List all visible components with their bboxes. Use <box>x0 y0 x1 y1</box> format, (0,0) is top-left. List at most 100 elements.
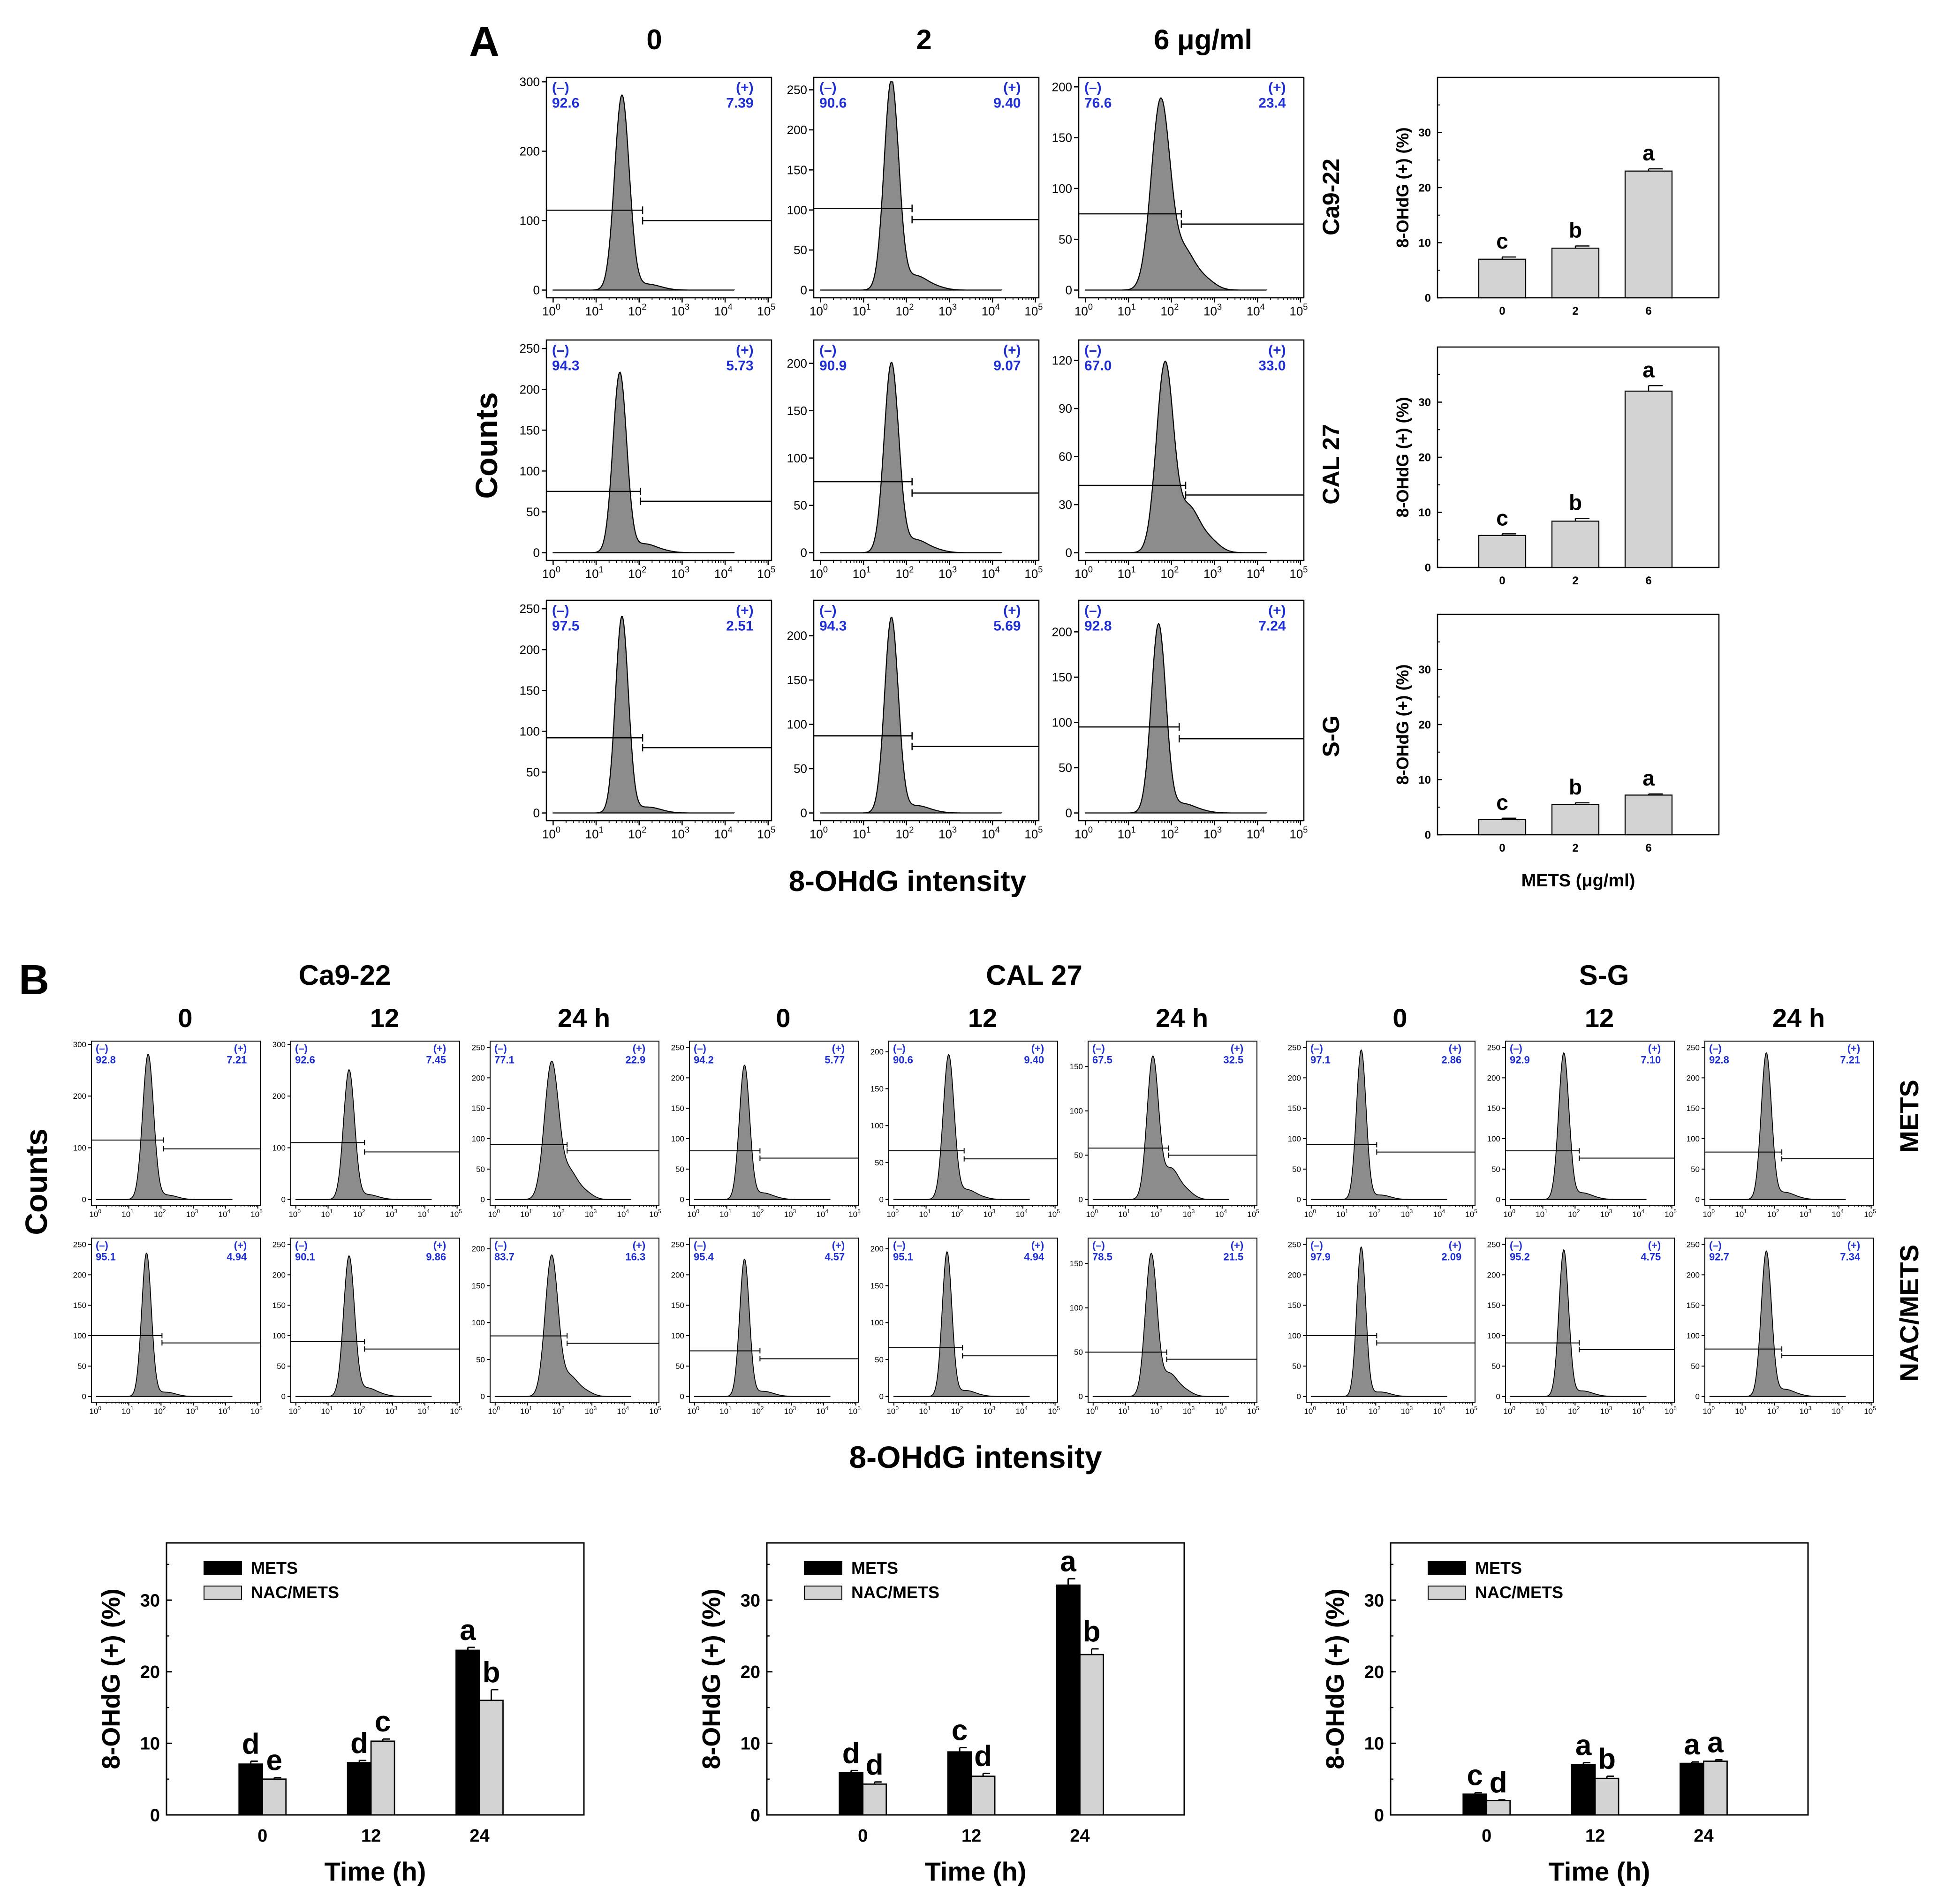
panel-b-r1g2t1-ytick-label: 0 <box>1496 1392 1500 1401</box>
panel-b-r0g1t0-ytick-label: 150 <box>671 1104 684 1113</box>
panel-a-r1c2-xtick-label: 100 <box>1074 565 1093 581</box>
panel-a-r0c0-neg-value: 92.6 <box>552 96 579 111</box>
panel-a-bar-1-xtick-label: 0 <box>1499 574 1505 587</box>
panel-b-r1g2t2-pos-label: (+) <box>1847 1239 1861 1251</box>
panel-b-time-label-g2-t1: 12 <box>1585 1003 1614 1033</box>
panel-a-r2c1-ytick-label: 200 <box>787 629 807 643</box>
panel-a-r1c0-ytick-label: 100 <box>520 464 540 478</box>
panel-a-r1c1-xtick-label: 101 <box>853 565 871 581</box>
panel-b-r1g1t1-xtick-label: 102 <box>951 1405 963 1416</box>
panel-a-r2c0-xtick-label: 100 <box>542 825 560 841</box>
panel-b-bar-2-legend-swatch <box>1428 1561 1466 1575</box>
panel-b-r0g1t1-ytick-label: 200 <box>870 1048 884 1057</box>
panel-a-r0c0-xtick-label: 105 <box>757 302 775 318</box>
panel-a-r0c1-ytick-label: 200 <box>787 123 807 137</box>
panel-a-r2c1-ytick-label: 50 <box>794 762 807 776</box>
panel-a-r1c2-ytick-label: 30 <box>1059 498 1072 512</box>
panel-b-r1g2t0-xtick-label: 103 <box>1401 1405 1413 1416</box>
panel-a-r1c0-ytick-label: 250 <box>520 341 540 355</box>
panel-b-r1g2t0-frame <box>1306 1238 1475 1403</box>
panel-b-r0g2t2-ytick-label: 50 <box>1691 1165 1700 1174</box>
panel-a-r0c2-neg-label: (–) <box>1084 80 1102 96</box>
panel-a-r0c2-ytick-label: 150 <box>1052 131 1072 145</box>
panel-b-r1g2t0-ytick-label: 0 <box>1297 1392 1301 1401</box>
panel-a-r0c0-pos-label: (+) <box>736 80 754 96</box>
panel-a-r0c1-xtick-label: 105 <box>1024 302 1043 318</box>
panel-b-bar-2-xtick-label: 24 <box>1694 1826 1713 1846</box>
panel-b-r0g0t0-histogram-curve <box>96 1054 233 1200</box>
panel-a-r2c1-neg-label: (–) <box>819 603 837 619</box>
panel-b-time-label-g2-t0: 0 <box>1392 1003 1407 1033</box>
panel-b-r0g0t2-xtick-label: 100 <box>488 1208 500 1219</box>
panel-b-r0g0t1-xtick-label: 103 <box>386 1208 398 1219</box>
panel-a-r2c0-ytick-label: 0 <box>533 806 540 820</box>
panel-a-bar-2-xtick-label: 0 <box>1499 842 1505 854</box>
panel-b-time-label-g1-t1: 12 <box>968 1003 997 1033</box>
panel-b-r0g1t1-pos-label: (+) <box>1031 1043 1044 1054</box>
panel-b-r1g1t2-pos-label: (+) <box>1231 1239 1244 1251</box>
panel-b-r0g0t1-ytick-label: 0 <box>281 1195 286 1204</box>
panel-a-bar-2-ytick-label: 0 <box>1425 829 1431 841</box>
panel-b-r0g1t0-pos-label: (+) <box>832 1043 845 1054</box>
panel-a-r1c1-neg-value: 90.9 <box>819 358 847 374</box>
panel-b-r1g0t1-xtick-label: 101 <box>321 1405 333 1416</box>
panel-b-r0g2t0-ytick-label: 0 <box>1297 1195 1301 1204</box>
panel-b-bar-1-xtick-label: 24 <box>1070 1826 1090 1846</box>
panel-b-r1g2t1-histogram-curve <box>1510 1249 1647 1397</box>
panel-b-r0g0t2-neg-value: 77.1 <box>494 1054 515 1065</box>
panel-b-bar-1-legend-swatch <box>804 1561 842 1575</box>
panel-a-bar-1-ytick-label: 10 <box>1418 506 1431 519</box>
panel-a-r2c2-pos-label: (+) <box>1268 603 1286 619</box>
panel-a-r2c1-ytick-label: 0 <box>801 806 807 820</box>
panel-b-r0g0t1-neg-value: 92.6 <box>295 1054 315 1065</box>
panel-b-r0g0t1-ytick-label: 300 <box>272 1040 286 1049</box>
panel-b-bar-0-significance-letter: d <box>350 1727 368 1760</box>
panel-b-r0g2t0-pos-label: (+) <box>1449 1043 1462 1054</box>
panel-b-r0g1t2-pos-value: 32.5 <box>1223 1054 1243 1065</box>
panel-b-r0g0t1-xtick-label: 102 <box>353 1208 365 1219</box>
panel-b-r0g2t2-xtick-label: 103 <box>1800 1208 1812 1219</box>
panel-a-r1c0-xtick-label: 100 <box>542 565 560 581</box>
panel-b-r0g0t0-xtick-label: 105 <box>250 1208 263 1219</box>
panel-b-r1g0t1-ytick-label: 150 <box>272 1301 286 1310</box>
panel-a-r1c0-ytick-label: 50 <box>526 505 540 519</box>
panel-b-r1g0t2-ytick-label: 150 <box>472 1281 485 1290</box>
panel-b-bar-0-bar-nac-mets <box>479 1700 504 1816</box>
panel-a-r0c0-neg-label: (–) <box>552 80 569 96</box>
panel-a-bar-0-y-axis-label: 8-OHdG (+) (%) <box>1393 128 1412 248</box>
panel-b-r1g1t1-histogram-curve <box>893 1251 1030 1397</box>
panel-b-r0g1t1-xtick-label: 105 <box>1048 1208 1060 1219</box>
panel-a-r1c2-xtick-label: 101 <box>1118 565 1136 581</box>
panel-b-r0g2t2-xtick-label: 102 <box>1767 1208 1779 1219</box>
panel-a-col-header-2: 6 μg/ml <box>1154 24 1252 55</box>
panel-a-r1c0-neg-value: 94.3 <box>552 358 579 374</box>
panel-b-r1g1t0-pos-label: (+) <box>832 1239 845 1251</box>
panel-a-r2c2-ytick-label: 50 <box>1059 761 1072 775</box>
panel-a-r1c0-ytick-label: 200 <box>520 382 540 396</box>
panel-b-r0g2t0-histogram-curve <box>1310 1049 1447 1200</box>
panel-a-r2c0-ytick-label: 150 <box>520 683 540 697</box>
panel-b-r0g1t1-pos-value: 9.40 <box>1024 1054 1044 1065</box>
panel-b-bar-1-ytick-label: 0 <box>750 1806 760 1825</box>
panel-a-r0c1-ytick-label: 50 <box>794 243 807 257</box>
panel-b-r0g2t1-ytick-label: 0 <box>1496 1195 1500 1204</box>
panel-a-r0c1-ytick-label: 150 <box>787 163 807 177</box>
panel-b-bar-1-ytick-label: 30 <box>741 1591 760 1610</box>
panel-b-r0g2t1-xtick-label: 103 <box>1600 1208 1612 1219</box>
panel-b-r1g0t1-xtick-label: 102 <box>353 1405 365 1416</box>
panel-b-r1g1t0-xtick-label: 100 <box>687 1405 699 1416</box>
panel-a-bar-0-xtick-label: 2 <box>1572 305 1578 317</box>
panel-a-r1c1-ytick-label: 50 <box>794 499 807 513</box>
panel-a-r1c2-histogram-curve <box>1085 360 1267 553</box>
panel-b-r0g0t1-xtick-label: 101 <box>321 1208 333 1219</box>
panel-a-r1c1-ytick-label: 150 <box>787 404 807 418</box>
panel-b-r1g1t2-ytick-label: 0 <box>1079 1392 1083 1401</box>
panel-b-bar-0-significance-letter: a <box>460 1614 476 1647</box>
panel-b-r0g1t0-xtick-label: 100 <box>687 1208 699 1219</box>
panel-b-r0g0t2-xtick-label: 103 <box>585 1208 597 1219</box>
panel-b-r0g2t1-pos-label: (+) <box>1648 1043 1661 1054</box>
panel-a-r1c2-xtick-label: 102 <box>1160 565 1179 581</box>
panel-b-r1g2t0-xtick-label: 104 <box>1433 1405 1445 1416</box>
